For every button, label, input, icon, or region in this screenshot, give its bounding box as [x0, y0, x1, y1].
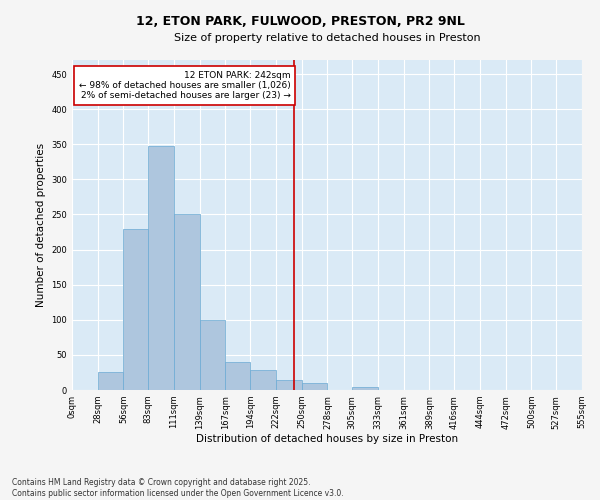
Y-axis label: Number of detached properties: Number of detached properties: [36, 143, 46, 307]
Bar: [174, 214, 200, 390]
Bar: [124, 228, 148, 390]
Bar: [226, 362, 250, 390]
Bar: [302, 383, 328, 390]
Bar: [250, 370, 276, 390]
Text: Contains HM Land Registry data © Crown copyright and database right 2025.
Contai: Contains HM Land Registry data © Crown c…: [12, 478, 344, 498]
Title: Size of property relative to detached houses in Preston: Size of property relative to detached ho…: [173, 32, 481, 42]
X-axis label: Distribution of detached houses by size in Preston: Distribution of detached houses by size …: [196, 434, 458, 444]
Bar: [276, 380, 302, 390]
Bar: [148, 146, 174, 390]
Bar: [200, 320, 226, 390]
Bar: [98, 372, 124, 390]
Bar: [352, 387, 378, 390]
Text: 12 ETON PARK: 242sqm
← 98% of detached houses are smaller (1,026)
2% of semi-det: 12 ETON PARK: 242sqm ← 98% of detached h…: [79, 70, 291, 101]
Text: 12, ETON PARK, FULWOOD, PRESTON, PR2 9NL: 12, ETON PARK, FULWOOD, PRESTON, PR2 9NL: [136, 15, 464, 28]
